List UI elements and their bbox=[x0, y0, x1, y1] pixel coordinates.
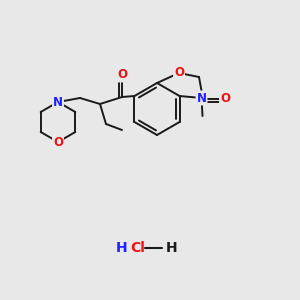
Text: Cl: Cl bbox=[130, 241, 146, 255]
Text: N: N bbox=[53, 95, 63, 109]
Text: O: O bbox=[220, 92, 230, 106]
Text: O: O bbox=[117, 68, 127, 82]
Text: O: O bbox=[53, 136, 63, 148]
Text: N: N bbox=[196, 92, 206, 104]
Text: H: H bbox=[166, 241, 178, 255]
Text: O: O bbox=[174, 67, 184, 80]
Text: H: H bbox=[116, 241, 128, 255]
